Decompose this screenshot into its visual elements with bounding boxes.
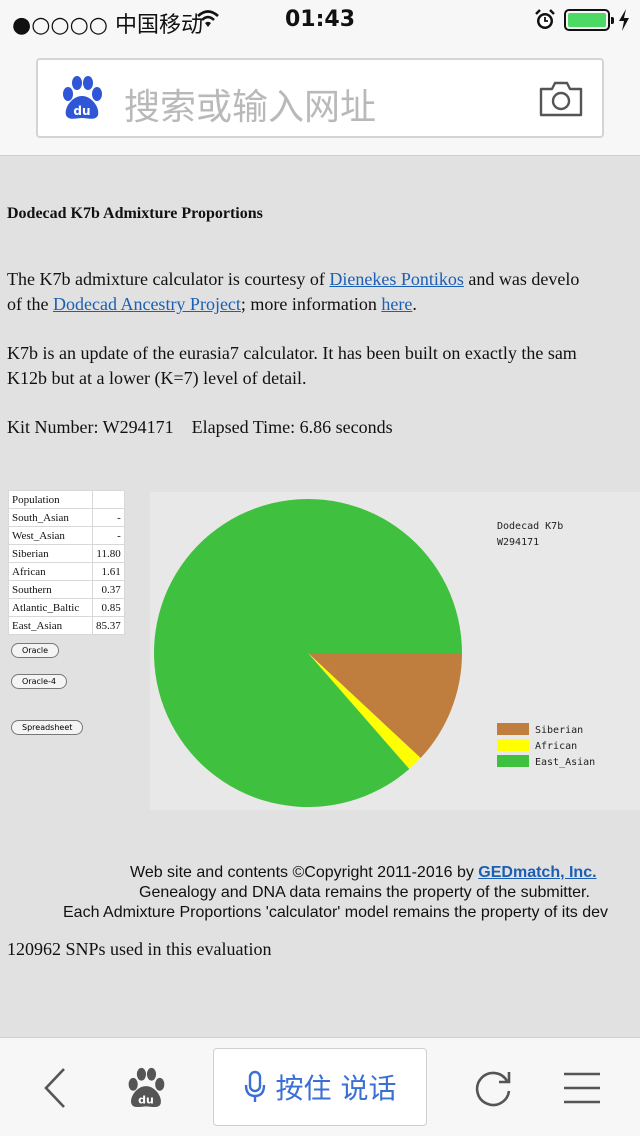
population-name: Atlantic_Baltic bbox=[8, 598, 93, 617]
status-bar: ●○○○○ 中国移动 01:43 bbox=[0, 0, 640, 40]
page-title: Dodecad K7b Admixture Proportions bbox=[7, 205, 263, 222]
table-row: East_Asian 85.37 bbox=[8, 616, 125, 635]
kit-info: Kit Number: W294171 Elapsed Time: 6.86 s… bbox=[7, 417, 393, 437]
population-value: 11.80 bbox=[92, 544, 125, 563]
menu-button[interactable] bbox=[558, 1038, 606, 1136]
camera-icon[interactable] bbox=[538, 80, 584, 118]
web-page: Dodecad K7b Admixture Proportions The K7… bbox=[0, 157, 640, 1037]
spreadsheet-button[interactable]: Spreadsheet bbox=[11, 720, 84, 735]
intro-text: The K7b admixture calculator is courtesy… bbox=[7, 269, 330, 289]
population-value: 0.85 bbox=[92, 598, 125, 617]
population-value: 0.37 bbox=[92, 580, 125, 599]
back-icon bbox=[44, 1067, 65, 1108]
wifi-icon bbox=[197, 10, 219, 27]
intro-text: and was develo bbox=[463, 269, 580, 289]
intro-paragraph: The K7b admixture calculator is courtesy… bbox=[7, 267, 579, 317]
back-button[interactable] bbox=[30, 1038, 80, 1136]
table-row: West_Asian - bbox=[8, 526, 125, 545]
table-header: Population bbox=[8, 490, 93, 509]
table-row: South_Asian - bbox=[8, 508, 125, 527]
table-header-row: Population bbox=[8, 490, 125, 509]
population-name: Southern bbox=[8, 580, 93, 599]
charging-icon bbox=[619, 9, 629, 31]
population-name: East_Asian bbox=[8, 616, 93, 635]
table-row: Siberian 11.80 bbox=[8, 544, 125, 563]
population-value: 1.61 bbox=[92, 562, 125, 581]
address-placeholder: 搜索或输入网址 bbox=[124, 87, 377, 128]
gedmatch-link[interactable]: GEDmatch, Inc. bbox=[478, 864, 597, 881]
population-name: Siberian bbox=[8, 544, 93, 563]
intro-text: . bbox=[412, 294, 417, 314]
refresh-icon bbox=[475, 1071, 511, 1106]
legend-label: Siberian bbox=[535, 725, 583, 736]
oracle-4-button[interactable]: Oracle-4 bbox=[11, 674, 68, 689]
logo-text: du bbox=[73, 104, 90, 118]
chart-subtitle: W294171 bbox=[497, 537, 539, 548]
copyright-line: Web site and contents ©Copyright 2011-20… bbox=[130, 864, 597, 882]
snps-count: 120962 SNPs used in this evaluation bbox=[7, 939, 272, 959]
voice-label: 按住 说话 bbox=[275, 1072, 397, 1105]
table-row: Atlantic_Baltic 0.85 bbox=[8, 598, 125, 617]
carrier-signal: ●○○○○ 中国移动 bbox=[12, 13, 203, 38]
legend-swatch bbox=[497, 755, 529, 767]
copyright-text: Web site and contents ©Copyright 2011-20… bbox=[130, 864, 479, 881]
population-value: - bbox=[92, 508, 125, 527]
description-text: K12b but at a lower (K=7) level of detai… bbox=[7, 368, 307, 388]
dodecad-link[interactable]: Dodecad Ancestry Project bbox=[52, 294, 241, 314]
legend-label: African bbox=[535, 741, 577, 752]
voice-search-button[interactable]: 按住 说话 bbox=[213, 1048, 427, 1126]
population-value: - bbox=[92, 526, 125, 545]
table-row: Southern 0.37 bbox=[8, 580, 125, 599]
population-name: West_Asian bbox=[8, 526, 93, 545]
population-name: South_Asian bbox=[8, 508, 93, 527]
calculator-line: Each Admixture Proportions 'calculator' … bbox=[63, 904, 609, 921]
intro-text: ; more information bbox=[240, 294, 382, 314]
chart-title: Dodecad K7b bbox=[497, 521, 563, 532]
baidu-home-button[interactable]: du bbox=[118, 1038, 174, 1136]
pie-slice-siberian bbox=[308, 653, 462, 759]
ownership-line: Genealogy and DNA data remains the prope… bbox=[139, 884, 590, 901]
table-row: African 1.61 bbox=[8, 562, 125, 581]
address-bar[interactable]: du 搜索或输入网址 bbox=[36, 58, 604, 138]
alarm-icon bbox=[535, 9, 555, 29]
intro-text: of the bbox=[7, 294, 53, 314]
admixture-pie-chart: Dodecad K7b W294171 Siberian African East_… bbox=[150, 492, 640, 810]
clock: 01:43 bbox=[284, 7, 356, 32]
refresh-button[interactable] bbox=[468, 1038, 518, 1136]
dienekes-link[interactable]: Dienekes Pontikos bbox=[329, 269, 464, 289]
battery-icon bbox=[564, 9, 614, 31]
population-value: 85.37 bbox=[92, 616, 125, 635]
description-text: K7b is an update of the eurasia7 calcula… bbox=[7, 343, 577, 363]
legend-swatch bbox=[497, 723, 529, 735]
paw-logo-text: du bbox=[138, 1093, 154, 1106]
here-link[interactable]: here bbox=[381, 294, 413, 314]
menu-icon bbox=[564, 1072, 600, 1103]
legend-label: East_Asian bbox=[535, 757, 595, 768]
microphone-icon bbox=[244, 1070, 265, 1102]
population-table: Population South_Asian - West_Asian - Siberi… bbox=[8, 490, 125, 635]
baidu-paw-icon: du bbox=[128, 1067, 165, 1107]
bottom-toolbar: du 按住 说话 bbox=[0, 1037, 640, 1136]
baidu-logo-icon: du bbox=[63, 76, 102, 119]
chart-legend: Siberian African East_Asian bbox=[497, 723, 595, 768]
browser-header: du 搜索或输入网址 bbox=[0, 40, 640, 156]
description-paragraph: K7b is an update of the eurasia7 calcula… bbox=[7, 341, 577, 391]
population-name: African bbox=[8, 562, 93, 581]
legend-swatch bbox=[497, 739, 529, 751]
oracle-button[interactable]: Oracle bbox=[11, 643, 60, 658]
pie-slice-african bbox=[308, 653, 421, 769]
pie-slice-east-asian bbox=[153, 499, 462, 807]
